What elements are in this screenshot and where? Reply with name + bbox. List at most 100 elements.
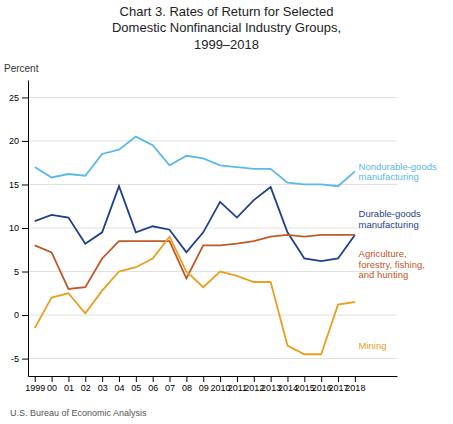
grid-line [28,358,397,359]
x-tick-mark [304,376,305,382]
y-tick-mark [22,228,28,229]
x-tick-mark [321,376,322,382]
annotation-line: forestry, fishing, [359,259,425,270]
x-axis-line [29,376,398,377]
grid-line [28,140,397,141]
x-tick-mark [85,376,86,382]
x-tick-label: 08 [182,383,192,393]
x-axis: 1999000102030405060708092010201120122013… [25,376,397,393]
series-line [35,235,355,289]
annotation-line: manufacturing [359,171,419,182]
x-tick-mark [170,376,171,382]
y-tick-label: 25 [9,93,19,103]
y-tick-label: 5 [14,267,19,277]
y-tick-label: 10 [9,223,19,233]
x-tick: 05 [131,376,141,393]
title-line: 1999–2018 [194,37,259,52]
grid-line [28,228,397,229]
x-tick-label: 05 [131,383,141,393]
x-tick-mark [355,376,356,382]
annotation-line: Mining [359,340,387,351]
x-tick: 2018 [345,376,365,393]
annotation-line: and hunting [359,269,409,280]
annotation: Durable-goodsmanufacturing [359,208,422,229]
x-tick-mark [68,376,69,382]
annotation: Mining [359,340,387,351]
y-tick: 5 [14,267,28,277]
x-tick: 03 [98,376,108,393]
x-tick-mark [102,376,103,382]
series-line [35,237,355,355]
x-tick: 06 [148,376,158,393]
plot-area [35,137,355,355]
x-tick: 04 [114,376,124,393]
y-tick: 20 [9,136,28,146]
x-tick: 02 [81,376,91,393]
y-tick-mark [22,359,28,360]
y-tick: 10 [9,223,28,233]
chart: Chart 3. Rates of Return for SelectedDom… [0,0,453,424]
annotation: Nondurable-goodsmanufacturing [359,161,437,182]
x-tick-label: 2018 [345,383,365,393]
y-tick-mark [22,272,28,273]
y-axis-line [28,81,29,377]
x-tick-mark [271,376,272,382]
x-tick-label: 02 [81,383,91,393]
x-tick-mark [35,376,36,382]
annotations: Nondurable-goodsmanufacturingDurable-goo… [359,161,437,351]
title: Chart 3. Rates of Return for SelectedDom… [112,4,341,52]
grid [28,97,397,358]
x-tick-label: 03 [98,383,108,393]
x-tick-label: 09 [199,383,209,393]
y-tick: 25 [9,93,28,103]
x-tick-label: 04 [114,383,124,393]
y-tick-mark [22,184,28,185]
x-tick-label: 06 [148,383,158,393]
x-tick-label: 01 [64,383,74,393]
x-tick-mark [338,376,339,382]
series-line [35,186,355,261]
grid-line [28,97,397,98]
x-tick-mark [153,376,154,382]
y-tick-mark [22,315,28,316]
x-tick: 00 [47,376,57,393]
title-line: Domestic Nonfinancial Industry Groups, [112,20,341,35]
y-tick-mark [22,97,28,98]
title-line: Chart 3. Rates of Return for Selected [120,4,334,19]
grid-line [28,271,397,272]
x-tick-label: 00 [47,383,57,393]
annotation-line: Nondurable-goods [359,161,437,172]
y-tick: -5 [11,354,28,364]
x-tick: 09 [199,376,209,393]
y-tick: 0 [14,310,28,320]
source: U.S. Bureau of Economic Analysis [10,408,147,418]
annotation-line: Durable-goods [359,208,422,219]
y-axis: -5 0 5 10 15 20 25 [9,81,29,377]
x-tick-mark [136,376,137,382]
x-tick-mark [119,376,120,382]
x-tick: 1999 [25,376,45,393]
x-tick-mark [52,376,53,382]
x-tick-mark [254,376,255,382]
y-tick: 15 [9,180,28,190]
y-tick-label: 0 [14,310,19,320]
grid-line [28,315,397,316]
annotation-line: Agriculture, [359,248,407,259]
x-tick-mark [237,376,238,382]
y-tick-label: -5 [11,354,19,364]
x-tick: 07 [165,376,175,393]
x-tick-label: 1999 [25,383,45,393]
x-tick-mark [220,376,221,382]
annotation-line: manufacturing [359,219,419,230]
annotation: Agriculture,forestry, fishing,and huntin… [359,248,425,280]
x-tick-mark [287,376,288,382]
y-label: Percent [4,63,39,74]
x-tick-mark [203,376,204,382]
x-tick: 01 [64,376,74,393]
x-tick: 08 [182,376,192,393]
y-tick-mark [22,141,28,142]
x-tick-label: 07 [165,383,175,393]
y-tick-label: 20 [9,136,19,146]
series-line [35,137,355,187]
x-tick-mark [186,376,187,382]
